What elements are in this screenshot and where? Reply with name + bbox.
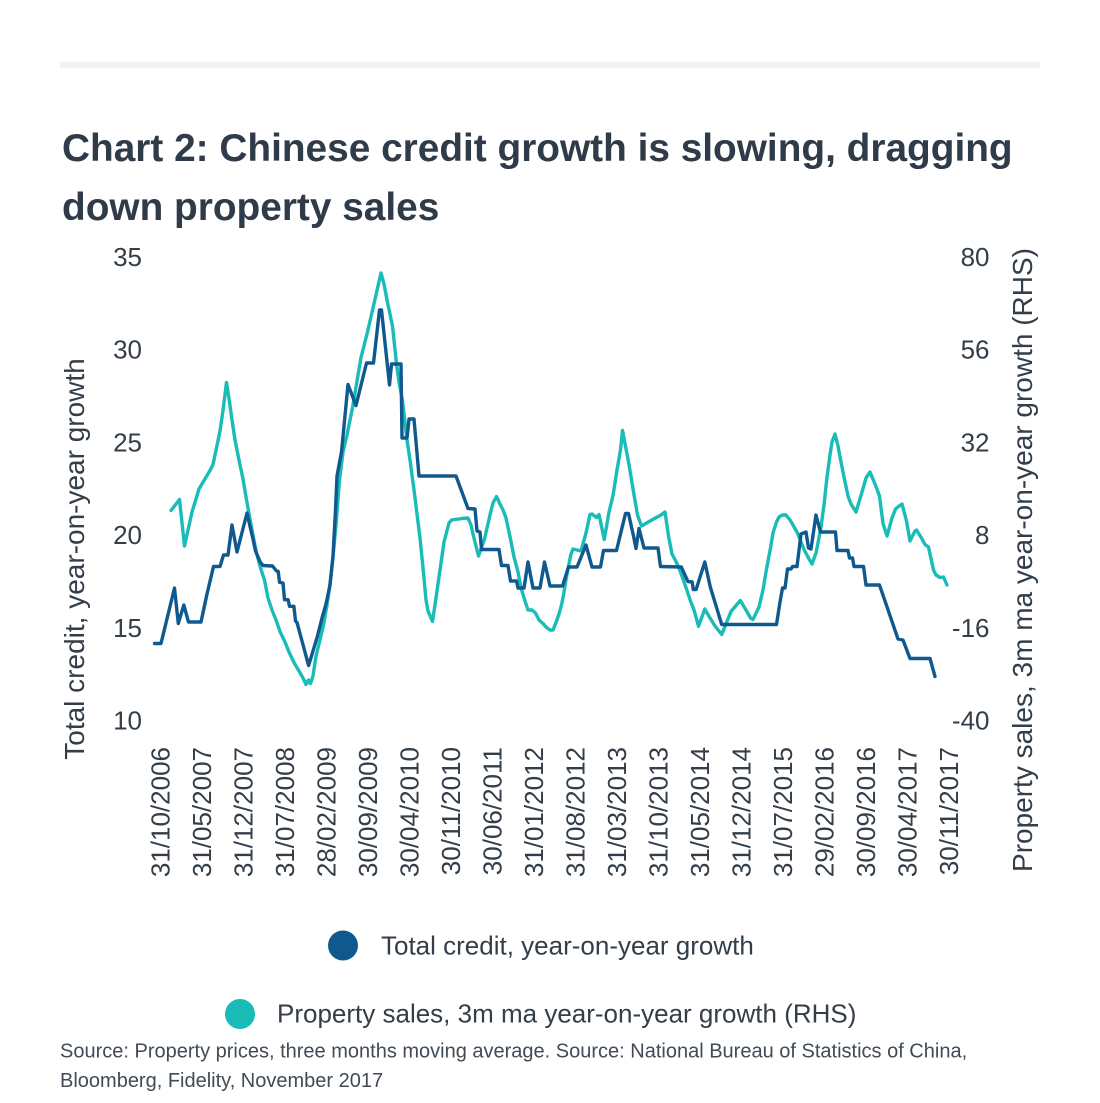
svg-text:80: 80 <box>961 242 990 272</box>
svg-text:Total credit, year-on-year gro: Total credit, year-on-year growth <box>381 931 754 961</box>
svg-text:56: 56 <box>961 335 990 365</box>
svg-text:30/04/2017: 30/04/2017 <box>893 747 923 877</box>
svg-text:29/02/2016: 29/02/2016 <box>810 747 840 877</box>
svg-text:20: 20 <box>113 520 142 550</box>
svg-text:Bloomberg, Fidelity, November: Bloomberg, Fidelity, November 2017 <box>60 1070 383 1092</box>
svg-text:down property sales: down property sales <box>62 186 439 229</box>
svg-text:Source: Property prices, three: Source: Property prices, three months mo… <box>60 1041 967 1063</box>
svg-text:10: 10 <box>113 706 142 736</box>
svg-text:31/05/2014: 31/05/2014 <box>685 747 715 877</box>
svg-text:31/10/2006: 31/10/2006 <box>146 747 176 877</box>
svg-text:32: 32 <box>961 428 990 458</box>
svg-text:31/03/2013: 31/03/2013 <box>602 747 632 877</box>
svg-text:30/11/2017: 30/11/2017 <box>934 747 964 875</box>
svg-text:-40: -40 <box>952 706 990 736</box>
svg-text:31/05/2007: 31/05/2007 <box>187 747 217 877</box>
svg-text:35: 35 <box>113 242 142 272</box>
svg-text:-16: -16 <box>952 613 990 643</box>
svg-text:Chart 2: Chinese credit growth: Chart 2: Chinese credit growth is slowin… <box>62 127 1013 170</box>
svg-text:31/12/2007: 31/12/2007 <box>229 747 259 877</box>
svg-text:15: 15 <box>113 613 142 643</box>
svg-text:Total credit, year-on-year gro: Total credit, year-on-year growth <box>59 358 90 760</box>
svg-text:8: 8 <box>975 520 989 550</box>
svg-text:31/07/2008: 31/07/2008 <box>270 747 300 877</box>
svg-text:28/02/2009: 28/02/2009 <box>312 747 342 877</box>
svg-text:31/10/2013: 31/10/2013 <box>644 747 674 877</box>
svg-text:30: 30 <box>113 335 142 365</box>
svg-text:31/08/2012: 31/08/2012 <box>561 747 591 877</box>
svg-text:30/11/2010: 30/11/2010 <box>436 747 466 875</box>
svg-text:Property sales, 3m ma year-on-: Property sales, 3m ma year-on-year growt… <box>277 999 856 1029</box>
svg-text:Property sales, 3m ma year-on-: Property sales, 3m ma year-on-year growt… <box>1007 248 1038 872</box>
svg-text:25: 25 <box>113 428 142 458</box>
svg-text:30/09/2009: 30/09/2009 <box>353 747 383 877</box>
svg-text:30/09/2016: 30/09/2016 <box>851 747 881 877</box>
svg-text:30/06/2011: 30/06/2011 <box>478 747 508 875</box>
svg-text:31/01/2012: 31/01/2012 <box>519 747 549 877</box>
svg-text:31/12/2014: 31/12/2014 <box>727 747 757 877</box>
svg-text:30/04/2010: 30/04/2010 <box>395 747 425 877</box>
svg-text:31/07/2015: 31/07/2015 <box>768 747 798 877</box>
